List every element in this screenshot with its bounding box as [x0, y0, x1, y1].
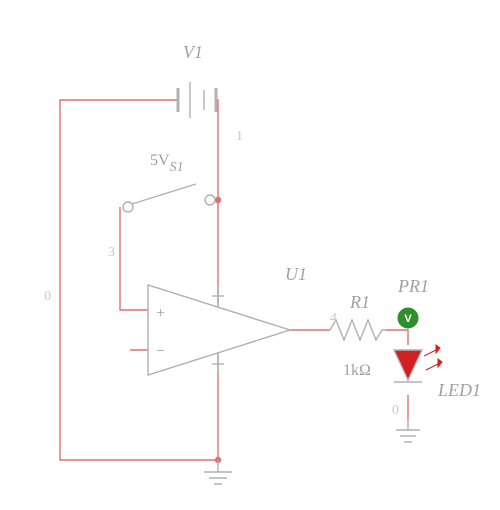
circuit-schematic: V1 5VS1 + − U1 R1 1kΩ V PR1: [0, 0, 500, 510]
wire-group: [60, 100, 408, 460]
label-v1-val-a: 5VS1: [150, 152, 184, 175]
component-led1: [394, 345, 442, 382]
component-s1-switch: [123, 184, 215, 212]
label-u1-ref: U1: [285, 264, 307, 284]
netlabel-0b: 0: [392, 403, 399, 418]
opamp-plus: +: [156, 305, 165, 322]
component-v1-battery: [178, 82, 216, 118]
ground-main: [204, 460, 232, 484]
label-r1-ref: R1: [349, 292, 370, 312]
probe-badge: V: [404, 313, 412, 325]
netlabel-0a: 0: [44, 289, 51, 304]
label-pr1-ref: PR1: [397, 276, 429, 296]
component-pr1-probe: V: [398, 308, 418, 328]
label-v1-ref: V1: [183, 42, 203, 62]
component-r1-resistor: [330, 320, 386, 340]
netlabel-4: 4: [330, 311, 337, 326]
netlabel-3: 3: [108, 245, 115, 260]
component-u1-opamp: [148, 285, 290, 375]
label-r1-val: 1kΩ: [343, 362, 371, 379]
opamp-minus: −: [156, 343, 165, 360]
netlabel-1: 1: [236, 129, 243, 144]
label-led1-ref: LED1: [437, 380, 481, 400]
ground-led: [396, 420, 420, 442]
